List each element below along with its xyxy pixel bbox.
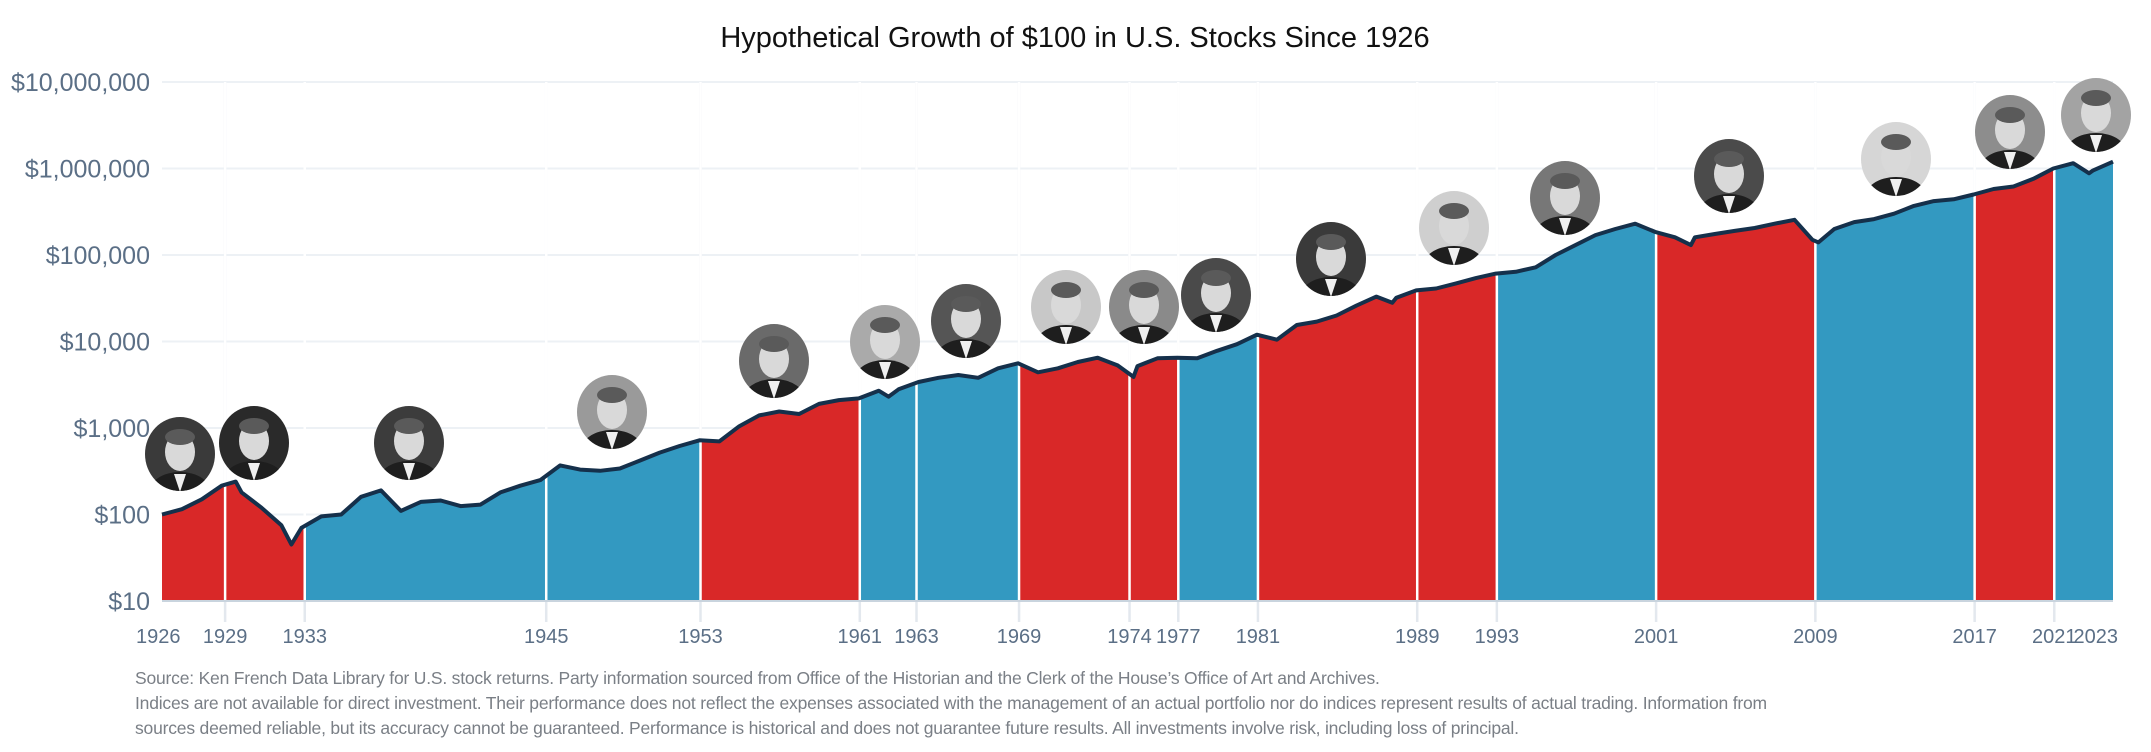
y-tick-label: $10 (108, 588, 150, 616)
x-axis: 1926 1929 1933 1945 1953 1961 1963 1969 1974 1977… (136, 626, 2118, 648)
johnson-portrait-icon (931, 284, 1001, 358)
term-area-republican (162, 484, 226, 601)
roosevelt-portrait-icon (374, 406, 444, 480)
biden-portrait-icon (2061, 78, 2131, 152)
trump-portrait-icon (1975, 95, 2045, 169)
x-tick-label: 1993 (1475, 626, 1520, 648)
x-tick-label: 2009 (1793, 626, 1838, 648)
term-area-republican (1656, 219, 1816, 601)
term-area-republican (1257, 290, 1418, 601)
kennedy-portrait-icon (850, 305, 920, 379)
footnote-source: Source: Ken French Data Library for U.S.… (135, 668, 1380, 688)
nixon-portrait-icon (1031, 270, 1101, 344)
ford-portrait-icon (1109, 270, 1179, 344)
x-tick-label: 1953 (678, 626, 723, 648)
eisenhower-portrait-icon (739, 324, 809, 398)
term-area-democrat (1815, 194, 1975, 601)
term-area-democrat (2054, 161, 2113, 601)
x-tick-label: 1963 (894, 626, 939, 648)
x-tick-label: 1926 (136, 626, 181, 648)
carter-portrait-icon (1181, 258, 1251, 332)
term-area-democrat (916, 363, 1020, 601)
x-tick-label: 1974 (1107, 626, 1152, 648)
bush-sr-portrait-icon (1419, 191, 1489, 265)
y-tick-label: $1,000 (74, 415, 150, 443)
y-tick-label: $100 (94, 502, 150, 530)
x-tick-label: 1945 (524, 626, 569, 648)
term-area-republican (225, 481, 305, 601)
term-areas (162, 161, 2113, 601)
footnote-disclaimer-1: Indices are not available for direct inv… (135, 693, 1767, 713)
y-axis: $10 $100 $1,000 $10,000 $100,000 $1,000,000 $1… (11, 69, 150, 616)
coolidge-portrait-icon (145, 417, 215, 491)
x-tick-label: 1977 (1156, 626, 1201, 648)
term-area-democrat (546, 440, 701, 601)
term-area-democrat (304, 475, 547, 601)
term-area-republican (700, 398, 860, 601)
x-tick-label: 2017 (1952, 626, 1997, 648)
y-tick-label: $100,000 (46, 242, 150, 270)
term-area-republican (1974, 168, 2055, 601)
x-tick-label: 2021 (2032, 626, 2077, 648)
president-portraits (145, 78, 2131, 491)
term-area-democrat (1178, 334, 1258, 601)
footnote-disclaimer-2: sources deemed reliable, but its accurac… (135, 718, 1519, 738)
reagan-portrait-icon (1296, 222, 1366, 296)
term-area-republican (1019, 357, 1130, 601)
hoover-portrait-icon (219, 406, 289, 480)
x-tick-label: 1969 (997, 626, 1042, 648)
term-area-republican (1417, 273, 1497, 601)
clinton-portrait-icon (1530, 161, 1600, 235)
term-area-democrat (1496, 223, 1657, 601)
bush-jr-portrait-icon (1694, 139, 1764, 213)
x-tick-label: 2023 (2074, 626, 2119, 648)
growth-line (161, 159, 2114, 547)
chart-title: Hypothetical Growth of $100 in U.S. Stoc… (720, 22, 1429, 54)
x-tick-label: 1989 (1395, 626, 1440, 648)
y-tick-label: $10,000,000 (11, 69, 150, 97)
obama-portrait-icon (1861, 122, 1931, 196)
x-tick-label: 1933 (282, 626, 327, 648)
term-area-democrat (859, 382, 917, 601)
y-tick-label: $10,000 (60, 329, 150, 357)
x-tick-label: 1981 (1236, 626, 1281, 648)
x-tick-label: 1961 (838, 626, 883, 648)
truman-portrait-icon (577, 375, 647, 449)
x-tick-label: 2001 (1634, 626, 1679, 648)
term-area-republican (1129, 357, 1179, 601)
term-dividers (162, 82, 2113, 602)
y-tick-label: $1,000,000 (25, 156, 150, 184)
x-tick-label: 1929 (203, 626, 248, 648)
